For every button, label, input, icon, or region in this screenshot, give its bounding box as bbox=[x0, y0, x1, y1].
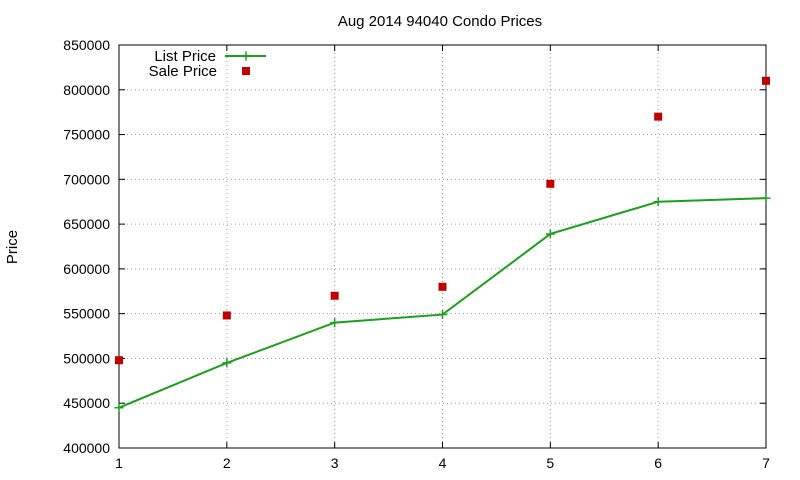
x-tick-label: 2 bbox=[223, 455, 231, 471]
data-point-list-price bbox=[653, 197, 663, 207]
legend-marker-list-price bbox=[241, 51, 251, 61]
y-tick-label: 450000 bbox=[63, 395, 110, 411]
data-point-sale-price bbox=[115, 356, 123, 365]
legend-marker-sale-price bbox=[242, 67, 250, 75]
y-tick-label: 750000 bbox=[63, 127, 110, 143]
x-tick-label: 4 bbox=[439, 455, 447, 471]
data-point-list-price bbox=[330, 318, 340, 328]
data-point-sale-price bbox=[654, 112, 663, 121]
axis-ticks: 400000 450000 500000 550000 600000 650000 7000… bbox=[63, 37, 770, 471]
y-tick-label: 500000 bbox=[63, 350, 110, 366]
chart-title: Aug 2014 94040 Condo Prices bbox=[338, 13, 542, 30]
x-tick-label: 6 bbox=[654, 455, 662, 471]
y-tick-label: 800000 bbox=[63, 82, 110, 98]
data-point-list-price bbox=[545, 229, 555, 239]
x-tick-label: 7 bbox=[762, 455, 770, 471]
legend-label-list-price: List Price bbox=[154, 48, 216, 65]
y-tick-label: 400000 bbox=[63, 440, 110, 456]
y-tick-label: 700000 bbox=[63, 171, 110, 187]
series-layer bbox=[114, 76, 771, 413]
x-tick-label: 3 bbox=[331, 455, 339, 471]
y-axis-label: Price bbox=[4, 230, 21, 264]
data-point-list-price bbox=[114, 403, 124, 413]
y-tick-label: 650000 bbox=[63, 216, 110, 232]
data-point-sale-price bbox=[762, 76, 770, 85]
data-point-list-price bbox=[761, 193, 771, 203]
data-point-list-price bbox=[222, 358, 232, 368]
data-point-sale-price bbox=[222, 311, 231, 320]
y-tick-label: 850000 bbox=[63, 37, 110, 53]
y-tick-label: 600000 bbox=[63, 261, 110, 277]
x-tick-label: 1 bbox=[115, 455, 123, 471]
x-tick-label: 5 bbox=[546, 455, 554, 471]
data-point-sale-price bbox=[438, 282, 447, 291]
data-point-sale-price bbox=[330, 291, 339, 300]
data-point-sale-price bbox=[546, 179, 555, 188]
legend-label-sale-price: Sale Price bbox=[149, 63, 217, 80]
legend: List Price Sale Price bbox=[149, 48, 266, 80]
grid bbox=[119, 45, 766, 448]
y-tick-label: 550000 bbox=[63, 306, 110, 322]
data-point-list-price bbox=[438, 310, 447, 320]
